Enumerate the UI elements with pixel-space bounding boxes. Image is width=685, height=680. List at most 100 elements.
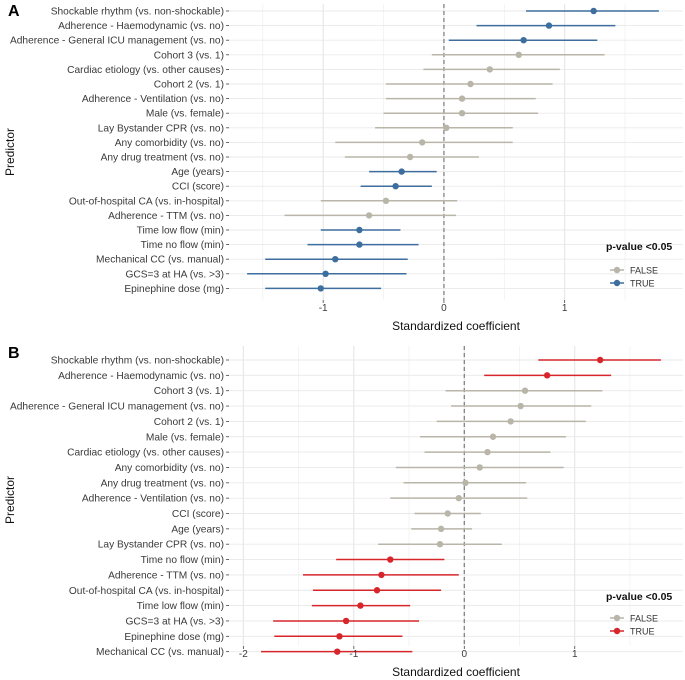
legend-label: TRUE xyxy=(630,626,655,636)
y-tick-label: Time low flow (min) xyxy=(137,226,224,237)
point-estimate xyxy=(486,66,494,73)
point-estimate xyxy=(520,37,527,44)
point-estimate xyxy=(596,356,604,364)
x-tick-label: 1 xyxy=(562,303,568,314)
point-estimate xyxy=(545,22,553,29)
point-estimate xyxy=(392,183,399,190)
y-tick-label: GCS=3 at HA (vs. >3) xyxy=(125,269,224,280)
point-estimate xyxy=(336,633,343,640)
legend-key-point xyxy=(613,266,621,274)
y-tick-label: Adherence - General ICU management (vs. … xyxy=(10,402,224,413)
point-estimate xyxy=(365,212,373,219)
y-tick-label: Epinephine dose (mg) xyxy=(124,632,224,643)
panel-letter: B xyxy=(8,345,20,362)
y-tick-label: Male (vs. female) xyxy=(146,109,224,120)
point-estimate xyxy=(590,7,597,15)
point-estimate xyxy=(418,139,426,146)
x-tick-label: -1 xyxy=(319,303,328,314)
x-axis-title: Standardized coefficient xyxy=(392,665,521,679)
point-estimate xyxy=(342,617,350,625)
y-tick-label: Any comorbidity (vs. no) xyxy=(115,463,224,474)
y-axis-title: Predictor xyxy=(3,476,17,524)
point-estimate xyxy=(373,587,381,594)
plot-background xyxy=(229,346,683,646)
y-tick-label: Male (vs. female) xyxy=(146,432,224,443)
legend-label: FALSE xyxy=(630,265,658,275)
point-estimate xyxy=(458,95,466,102)
y-tick-label: Adherence - General ICU management (vs. … xyxy=(10,36,224,47)
y-tick-label: Cohort 2 (vs. 1) xyxy=(154,417,224,428)
point-estimate xyxy=(332,256,339,263)
legend-key-point xyxy=(613,614,621,622)
y-tick-label: Shockable rhythm (vs. non-shockable) xyxy=(51,7,224,18)
point-estimate xyxy=(437,525,445,533)
y-tick-label: Time low flow (min) xyxy=(137,601,224,612)
y-tick-label: Any drug treatment (vs. no) xyxy=(101,153,224,164)
y-tick-label: Out-of-hospital CA (vs. in-hospital) xyxy=(69,586,224,597)
x-tick-label: 0 xyxy=(462,649,468,660)
point-estimate xyxy=(507,418,514,425)
y-tick-label: Age (years) xyxy=(171,167,224,178)
point-estimate xyxy=(517,402,524,410)
y-tick-label: Cohort 2 (vs. 1) xyxy=(154,80,224,91)
point-estimate xyxy=(515,51,522,58)
y-tick-label: CCI (score) xyxy=(172,509,224,520)
point-estimate xyxy=(356,241,363,248)
point-estimate xyxy=(444,510,451,517)
legend-key-point xyxy=(613,627,621,635)
x-tick-label: 0 xyxy=(441,303,447,314)
y-tick-label: Cohort 3 (vs. 1) xyxy=(154,50,224,61)
y-tick-label: Cardiac etiology (vs. other causes) xyxy=(67,448,224,459)
x-tick-label: -1 xyxy=(349,649,358,660)
point-estimate xyxy=(543,372,551,379)
point-estimate xyxy=(484,448,491,456)
y-tick-label: GCS=3 at HA (vs. >3) xyxy=(125,616,224,627)
y-tick-label: Epinephine dose (mg) xyxy=(124,284,224,295)
y-tick-label: Shockable rhythm (vs. non-shockable) xyxy=(51,356,224,367)
y-tick-label: Adherence - Haemodynamic (vs. no) xyxy=(58,21,224,32)
y-tick-label: Lay Bystander CPR (vs. no) xyxy=(98,540,224,551)
point-estimate xyxy=(455,494,462,502)
point-estimate xyxy=(521,387,529,394)
y-tick-label: Any drug treatment (vs. no) xyxy=(101,478,224,489)
y-tick-label: Adherence - Ventilation (vs. no) xyxy=(82,494,224,505)
panel-letter: A xyxy=(8,3,20,20)
point-estimate xyxy=(356,226,363,234)
point-estimate xyxy=(489,433,497,440)
point-estimate xyxy=(357,602,364,609)
point-estimate xyxy=(467,80,474,88)
point-estimate xyxy=(378,571,385,579)
x-tick-label: -2 xyxy=(239,649,248,660)
panel-B: B Shockable rhythm (vs. non-shockable) Adh… xyxy=(3,345,683,679)
y-tick-label: Mechanical CC (vs. manual) xyxy=(96,647,224,658)
y-tick-label: Cardiac etiology (vs. other causes) xyxy=(67,65,224,76)
legend-title: p-value <0.05 xyxy=(606,591,672,603)
y-tick-label: Any comorbidity (vs. no) xyxy=(115,138,224,149)
y-tick-label: Lay Bystander CPR (vs. no) xyxy=(98,123,224,134)
point-estimate xyxy=(322,270,329,277)
y-tick-label: Adherence - TTM (vs. no) xyxy=(108,211,224,222)
legend-key-point xyxy=(613,279,621,287)
point-estimate xyxy=(406,153,414,161)
plot-background xyxy=(229,4,683,300)
y-tick-label: CCI (score) xyxy=(172,182,224,193)
y-tick-label: Time no flow (min) xyxy=(141,555,224,566)
point-estimate xyxy=(462,479,469,486)
point-estimate xyxy=(317,285,324,292)
y-tick-label: Cohort 3 (vs. 1) xyxy=(154,386,224,397)
y-tick-label: Mechanical CC (vs. manual) xyxy=(96,255,224,266)
y-tick-label: Adherence - Haemodynamic (vs. no) xyxy=(58,371,224,382)
y-tick-label: Adherence - TTM (vs. no) xyxy=(108,570,224,581)
legend: p-value <0.05 FALSE TRUE xyxy=(606,241,672,288)
point-estimate xyxy=(334,648,341,655)
point-estimate xyxy=(382,197,390,204)
y-tick-label: Out-of-hospital CA (vs. in-hospital) xyxy=(69,196,224,207)
y-tick-label: Age (years) xyxy=(171,524,224,535)
point-estimate xyxy=(458,110,466,117)
legend-title: p-value <0.05 xyxy=(606,241,672,253)
legend-label: FALSE xyxy=(630,613,658,623)
y-axis-title: Predictor xyxy=(3,128,17,176)
panel-A: A Shockable rhythm (vs. non-shockable) Adh… xyxy=(3,3,683,333)
x-axis-title: Standardized coefficient xyxy=(392,319,521,333)
